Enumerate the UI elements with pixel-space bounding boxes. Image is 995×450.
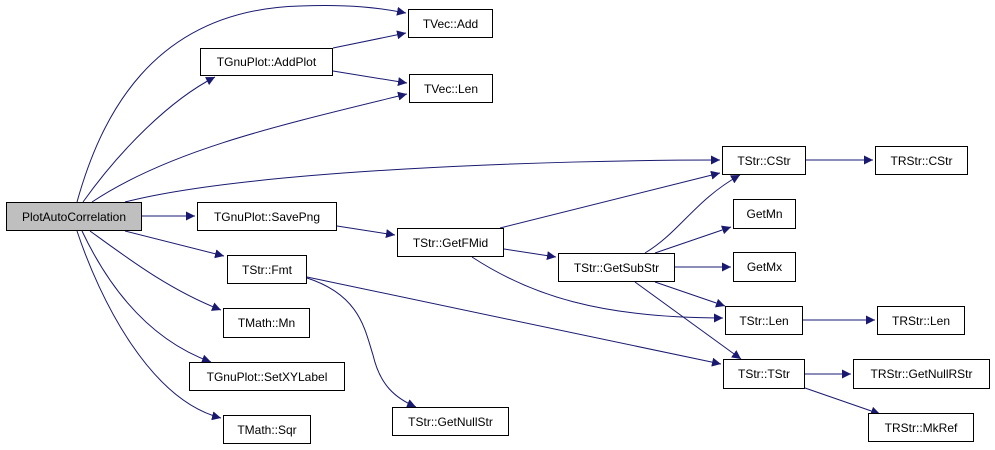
- node-tgnuplot-setxylabel[interactable]: TGnuPlot::SetXYLabel: [189, 362, 345, 391]
- node-tvec-add[interactable]: TVec::Add: [408, 9, 493, 38]
- node-tstr-tstr[interactable]: TStr::TStr: [723, 359, 805, 389]
- edge-pac-to-addplot: [82, 76, 216, 203]
- edge-getfmid-to-str_len: [471, 256, 724, 323]
- edge-pac-to-fmt: [124, 230, 225, 259]
- node-tstr-cstr[interactable]: TStr::CStr: [722, 146, 806, 175]
- edge-addplot-to-vec_len: [332, 70, 408, 87]
- node-getmn[interactable]: GetMn: [733, 199, 796, 229]
- node-plotautocorrelation: PlotAutoCorrelation: [6, 202, 142, 231]
- node-tstr-fmt[interactable]: TStr::Fmt: [227, 255, 307, 284]
- node-tstr-getsubstr[interactable]: TStr::GetSubStr: [558, 253, 675, 282]
- edge-pac-to-cstr: [124, 155, 721, 203]
- edge-getfmid-to-getsubstr: [503, 248, 557, 261]
- edge-getfmid-to-cstr: [499, 170, 721, 229]
- edge-tstr-to-mkref: [804, 387, 881, 416]
- node-tstr-getfmid[interactable]: TStr::GetFMid: [397, 228, 504, 257]
- node-trstr-getnullrstr[interactable]: TRStr::GetNullRStr: [853, 359, 990, 389]
- edge-getsubstr-to-str_len: [654, 281, 726, 308]
- edge-addplot-to-vec_add: [332, 30, 407, 49]
- edge-getsubstr-to-getmn: [654, 225, 732, 254]
- edge-getsubstr-to-cstr: [644, 174, 741, 254]
- edge-pac-to-sqr: [76, 230, 222, 421]
- node-tstr-getnullstr[interactable]: TStr::GetNullStr: [392, 407, 509, 436]
- node-tmath-sqr[interactable]: TMath::Sqr: [223, 415, 311, 444]
- node-tgnuplot-addplot[interactable]: TGnuPlot::AddPlot: [200, 48, 333, 76]
- edge-pac-to-mn: [89, 230, 222, 311]
- edge-fmt-to-getnullstr: [306, 277, 417, 408]
- edge-savepng-to-getfmid: [336, 225, 396, 239]
- edge-pac-to-vec_len: [91, 91, 408, 203]
- edge-fmt-to-tstr: [306, 276, 722, 367]
- edge-pac-to-vec_add: [76, 4, 407, 203]
- node-tstr-len[interactable]: TStr::Len: [725, 306, 803, 335]
- node-tmath-mn[interactable]: TMath::Mn: [223, 308, 310, 338]
- edge-getsubstr-to-tstr: [634, 281, 742, 360]
- node-tvec-len[interactable]: TVec::Len: [409, 74, 493, 103]
- node-tgnuplot-savepng[interactable]: TGnuPlot::SavePng: [197, 202, 337, 231]
- node-getmx[interactable]: GetMx: [733, 252, 796, 282]
- node-trstr-len[interactable]: TRStr::Len: [877, 306, 965, 335]
- node-trstr-mkref[interactable]: TRStr::MkRef: [868, 413, 974, 442]
- edge-pac-to-setxylabel: [81, 230, 212, 364]
- node-trstr-cstr[interactable]: TRStr::CStr: [875, 146, 968, 175]
